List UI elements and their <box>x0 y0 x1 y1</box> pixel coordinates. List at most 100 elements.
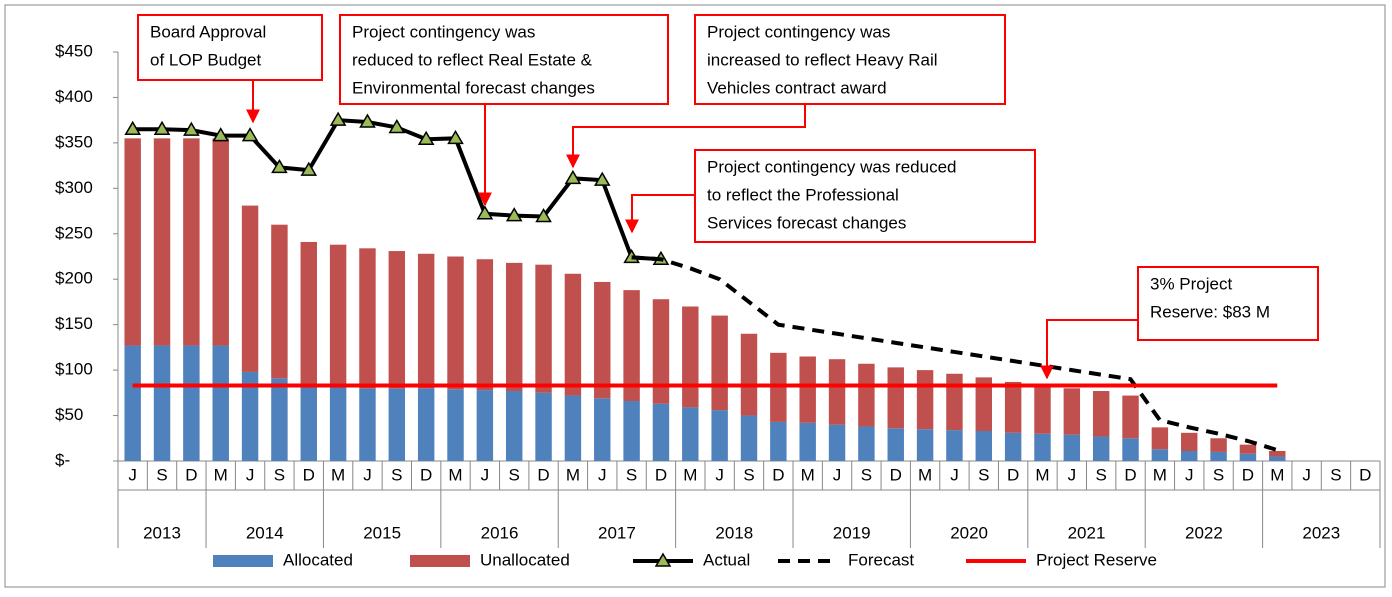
legend-label: Forecast <box>848 550 914 569</box>
series-marker <box>535 208 552 223</box>
bar-segment <box>359 388 376 461</box>
bar-segment <box>1210 451 1227 461</box>
bar-segment <box>623 401 640 461</box>
x-tick-label: S <box>509 465 520 484</box>
bar-segment <box>1034 385 1051 434</box>
x-tick-label: S <box>743 465 754 484</box>
bar-segment <box>594 281 611 399</box>
x-group-label: 2013 <box>143 523 181 542</box>
bar-segment <box>1004 381 1022 433</box>
x-tick-label: M <box>801 465 815 484</box>
x-tick-label: D <box>1359 465 1371 484</box>
y-tick-label: $450 <box>55 41 93 60</box>
bar-segment <box>916 370 934 430</box>
bar-segment <box>1239 453 1257 461</box>
x-group-label: 2019 <box>833 523 871 542</box>
x-tick-label: J <box>246 465 255 484</box>
series-marker <box>476 205 494 220</box>
annotation-arrow <box>566 104 806 169</box>
x-group-label: 2017 <box>598 523 636 542</box>
x-tick-label: S <box>626 465 637 484</box>
y-tick-label: $400 <box>55 87 93 106</box>
legend-swatch <box>410 555 470 567</box>
annotation-text: Board Approval <box>150 22 266 41</box>
x-group-label: 2015 <box>363 523 401 542</box>
bar-segment <box>682 306 699 408</box>
x-group-label: 2021 <box>1068 523 1106 542</box>
x-tick-label: S <box>1330 465 1341 484</box>
bar-segment <box>858 363 875 427</box>
bar-segment <box>828 359 846 425</box>
series-marker <box>447 129 464 145</box>
bar-segment <box>799 356 816 423</box>
x-tick-label: J <box>363 465 372 484</box>
legend-label: Unallocated <box>480 550 570 569</box>
y-tick-label: $50 <box>55 405 83 424</box>
x-tick-label: S <box>391 465 402 484</box>
series-marker <box>271 158 288 174</box>
annotation-text: Services forecast changes <box>707 213 906 232</box>
legend-marker <box>654 552 672 567</box>
bar-segment <box>682 407 699 461</box>
x-tick-label: S <box>156 465 167 484</box>
bar-segment <box>153 138 171 346</box>
x-tick-label: M <box>331 465 345 484</box>
y-tick-label: $200 <box>55 269 93 288</box>
x-tick-label: M <box>1153 465 1167 484</box>
bar-segment <box>799 422 816 461</box>
series-marker <box>564 169 582 185</box>
x-tick-label: J <box>950 465 959 484</box>
series-marker <box>505 207 523 222</box>
series-marker <box>593 171 611 186</box>
x-tick-label: M <box>448 465 462 484</box>
bar-segment <box>623 290 640 402</box>
bar-segment <box>1210 438 1227 452</box>
annotation-text: to reflect the Professional <box>707 185 899 204</box>
bar-segment <box>975 431 993 461</box>
bar-segment <box>1063 434 1081 461</box>
bar-segment <box>388 388 406 461</box>
bar-segment <box>1239 444 1257 454</box>
bar-segment <box>887 428 904 461</box>
bar-segment <box>1181 432 1198 452</box>
bar-segment <box>153 345 171 461</box>
bar-segment <box>1122 438 1139 461</box>
series-marker <box>241 127 259 142</box>
bar-segment <box>212 138 229 346</box>
bar-segment <box>535 264 552 393</box>
bar-segment <box>300 386 317 461</box>
bar-segment <box>417 388 435 461</box>
bar-segment <box>652 299 670 404</box>
annotation-box <box>694 149 1036 243</box>
x-tick-label: D <box>1124 465 1136 484</box>
x-tick-label: S <box>274 465 285 484</box>
x-tick-label: D <box>1242 465 1254 484</box>
x-tick-label: S <box>861 465 872 484</box>
x-tick-label: J <box>1068 465 1077 484</box>
bar-segment <box>564 395 582 461</box>
annotation-text: Vehicles contract award <box>707 78 887 97</box>
x-tick-label: M <box>1270 465 1284 484</box>
bar-segment <box>535 392 552 461</box>
x-group-label: 2023 <box>1302 523 1340 542</box>
bar-segment <box>447 256 464 390</box>
bar-segment <box>183 138 200 346</box>
bar-segment <box>271 378 288 461</box>
series-marker <box>124 120 141 136</box>
bar-segment <box>1004 432 1022 461</box>
bar-segment <box>505 262 523 392</box>
bar-segment <box>329 387 347 461</box>
x-tick-label: D <box>890 465 902 484</box>
x-tick-label: M <box>1035 465 1049 484</box>
bar-segment <box>858 426 875 461</box>
bar-segment <box>887 367 904 429</box>
bar-segment <box>1122 395 1139 439</box>
bar-segment <box>740 415 758 461</box>
annotation-arrow <box>1040 319 1138 380</box>
x-tick-label: D <box>772 465 784 484</box>
bar-segment <box>476 390 494 461</box>
bar-segment <box>183 345 200 461</box>
series-marker <box>212 127 230 142</box>
x-tick-label: D <box>420 465 432 484</box>
annotation-text: Environmental forecast changes <box>352 78 595 97</box>
